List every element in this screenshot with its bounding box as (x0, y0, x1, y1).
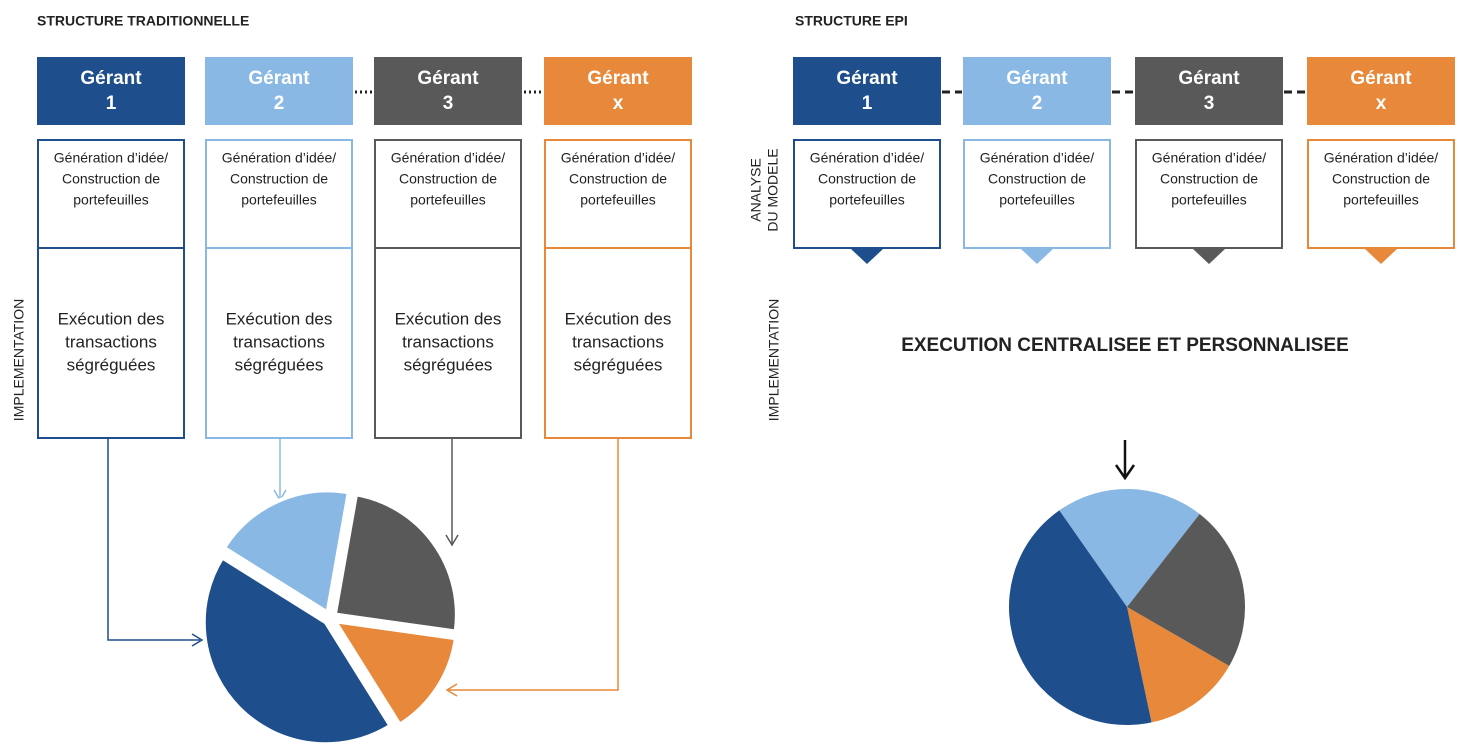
manager-header (37, 57, 185, 125)
idea-text: Génération d’idée/ (1152, 150, 1267, 166)
manager-id: 2 (274, 93, 285, 114)
flow-arrows (107, 438, 1136, 697)
manager-header (1307, 57, 1455, 125)
idea-text: Construction de (569, 171, 667, 187)
idea-text: Génération d’idée/ (1324, 150, 1439, 166)
pointer (1365, 249, 1397, 264)
pie-slice (1127, 607, 1230, 723)
right-title: STRUCTURE EPI (795, 13, 908, 29)
side-label: IMPLEMENTATION (766, 299, 782, 421)
analysis-label: DU MODELE (765, 148, 781, 231)
idea-text: portefeuilles (829, 192, 905, 208)
manager-name: Gérant (248, 68, 310, 89)
manager-id: x (1376, 93, 1387, 114)
execution-box (374, 247, 522, 439)
idea-text: Construction de (818, 171, 916, 187)
idea-text: portefeuilles (241, 192, 317, 208)
pie-slice (1059, 489, 1200, 607)
manager-name: Gérant (587, 68, 649, 89)
pie-slice (201, 554, 394, 747)
manager-name: Gérant (1178, 68, 1240, 89)
manager-header (374, 57, 522, 125)
execution-text: transactions (402, 332, 494, 351)
pointer (851, 249, 883, 264)
idea-text: portefeuilles (999, 192, 1075, 208)
pointer (1021, 249, 1053, 264)
execution-text: Exécution des (226, 309, 333, 328)
left-title: STRUCTURE TRADITIONNELLE (37, 13, 249, 29)
idea-text: Génération d’idée/ (980, 150, 1095, 166)
manager-header (1135, 57, 1283, 125)
analysis-label: ANALYSE (748, 158, 764, 222)
execution-text: transactions (233, 332, 325, 351)
manager-name: Gérant (80, 68, 142, 89)
idea-text: Génération d’idée/ (222, 150, 337, 166)
idea-text: Construction de (988, 171, 1086, 187)
manager-name: Gérant (836, 68, 898, 89)
idea-text: Construction de (1160, 171, 1258, 187)
execution-text: ségréguées (404, 355, 493, 374)
idea-text: Génération d’idée/ (391, 150, 506, 166)
pie-slice (332, 492, 459, 634)
idea-text: Construction de (399, 171, 497, 187)
idea-text: Construction de (1332, 171, 1430, 187)
execution-text: Exécution des (395, 309, 502, 328)
manager-id: 1 (862, 93, 873, 114)
manager-header (963, 57, 1111, 125)
idea-text: Génération d’idée/ (561, 150, 676, 166)
manager-id: 3 (443, 93, 454, 114)
idea-text: Construction de (62, 171, 160, 187)
execution-text: ségréguées (67, 355, 156, 374)
manager-name: Gérant (417, 68, 479, 89)
idea-box (1307, 139, 1455, 249)
pie-slice (1127, 514, 1246, 666)
pointer (1193, 249, 1225, 264)
manager-name: Gérant (1006, 68, 1068, 89)
pie-slice (221, 488, 352, 616)
manager-name: Gérant (1350, 68, 1412, 89)
idea-text: Génération d’idée/ (54, 150, 169, 166)
execution-text: ségréguées (235, 355, 324, 374)
idea-box (1135, 139, 1283, 249)
execution-text: Exécution des (58, 309, 165, 328)
execution-title: EXECUTION CENTRALISEE ET PERSONNALISEE (901, 335, 1349, 356)
idea-text: portefeuilles (73, 192, 149, 208)
manager-header (544, 57, 692, 125)
manager-id: 2 (1032, 93, 1043, 114)
pies (201, 488, 1246, 747)
execution-box (37, 247, 185, 439)
manager-id: 3 (1204, 93, 1215, 114)
manager-id: 1 (106, 93, 117, 114)
pie-slice (331, 618, 459, 728)
idea-text: portefeuilles (1343, 192, 1419, 208)
manager-header (205, 57, 353, 125)
execution-text: transactions (572, 332, 664, 351)
execution-box (205, 247, 353, 439)
side-label: IMPLEMENTATION (11, 299, 27, 421)
idea-text: Construction de (230, 171, 328, 187)
execution-text: transactions (65, 332, 157, 351)
idea-box (793, 139, 941, 249)
pie-slice (1009, 510, 1152, 725)
manager-id: x (613, 93, 624, 114)
idea-text: portefeuilles (1171, 192, 1247, 208)
idea-text: Génération d’idée/ (810, 150, 925, 166)
execution-box (544, 247, 692, 439)
idea-box (963, 139, 1111, 249)
idea-text: portefeuilles (410, 192, 486, 208)
manager-header (793, 57, 941, 125)
execution-text: ségréguées (574, 355, 663, 374)
idea-text: portefeuilles (580, 192, 656, 208)
execution-text: Exécution des (565, 309, 672, 328)
